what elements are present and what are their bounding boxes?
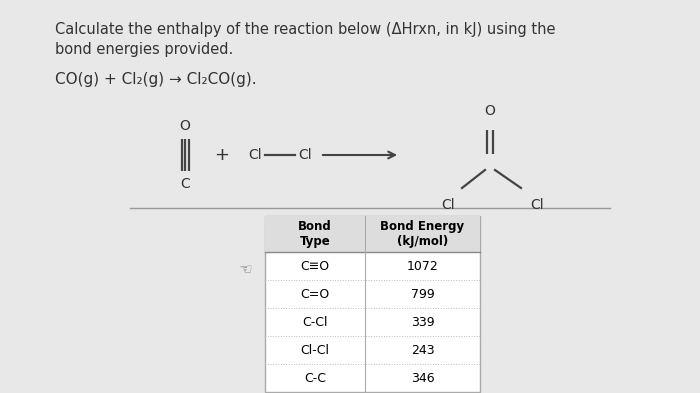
Text: Cl-Cl: Cl-Cl xyxy=(300,343,330,356)
Bar xyxy=(265,216,480,392)
Text: O: O xyxy=(180,119,190,133)
Text: Bond Energy
(kJ/mol): Bond Energy (kJ/mol) xyxy=(380,220,465,248)
Text: C: C xyxy=(180,177,190,191)
Text: ☜: ☜ xyxy=(238,262,252,277)
Bar xyxy=(265,216,480,252)
Text: C=O: C=O xyxy=(300,288,330,301)
Text: 339: 339 xyxy=(411,316,434,329)
Text: C-Cl: C-Cl xyxy=(302,316,328,329)
Text: Bond
Type: Bond Type xyxy=(298,220,332,248)
Text: Cl: Cl xyxy=(441,198,455,212)
Text: 243: 243 xyxy=(411,343,434,356)
Text: C≡O: C≡O xyxy=(300,259,330,272)
Text: Cl: Cl xyxy=(530,198,544,212)
Text: +: + xyxy=(214,146,230,164)
Text: C-C: C-C xyxy=(304,371,326,384)
Text: 1072: 1072 xyxy=(407,259,438,272)
Text: O: O xyxy=(484,104,496,118)
Text: 346: 346 xyxy=(411,371,434,384)
Text: CO(g) + Cl₂(g) → Cl₂CO(g).: CO(g) + Cl₂(g) → Cl₂CO(g). xyxy=(55,72,257,87)
Text: Calculate the enthalpy of the reaction below (ΔHrxn, in kJ) using the: Calculate the enthalpy of the reaction b… xyxy=(55,22,556,37)
Text: 799: 799 xyxy=(411,288,435,301)
Text: Cl: Cl xyxy=(298,148,312,162)
Text: bond energies provided.: bond energies provided. xyxy=(55,42,233,57)
Text: Cl: Cl xyxy=(248,148,262,162)
